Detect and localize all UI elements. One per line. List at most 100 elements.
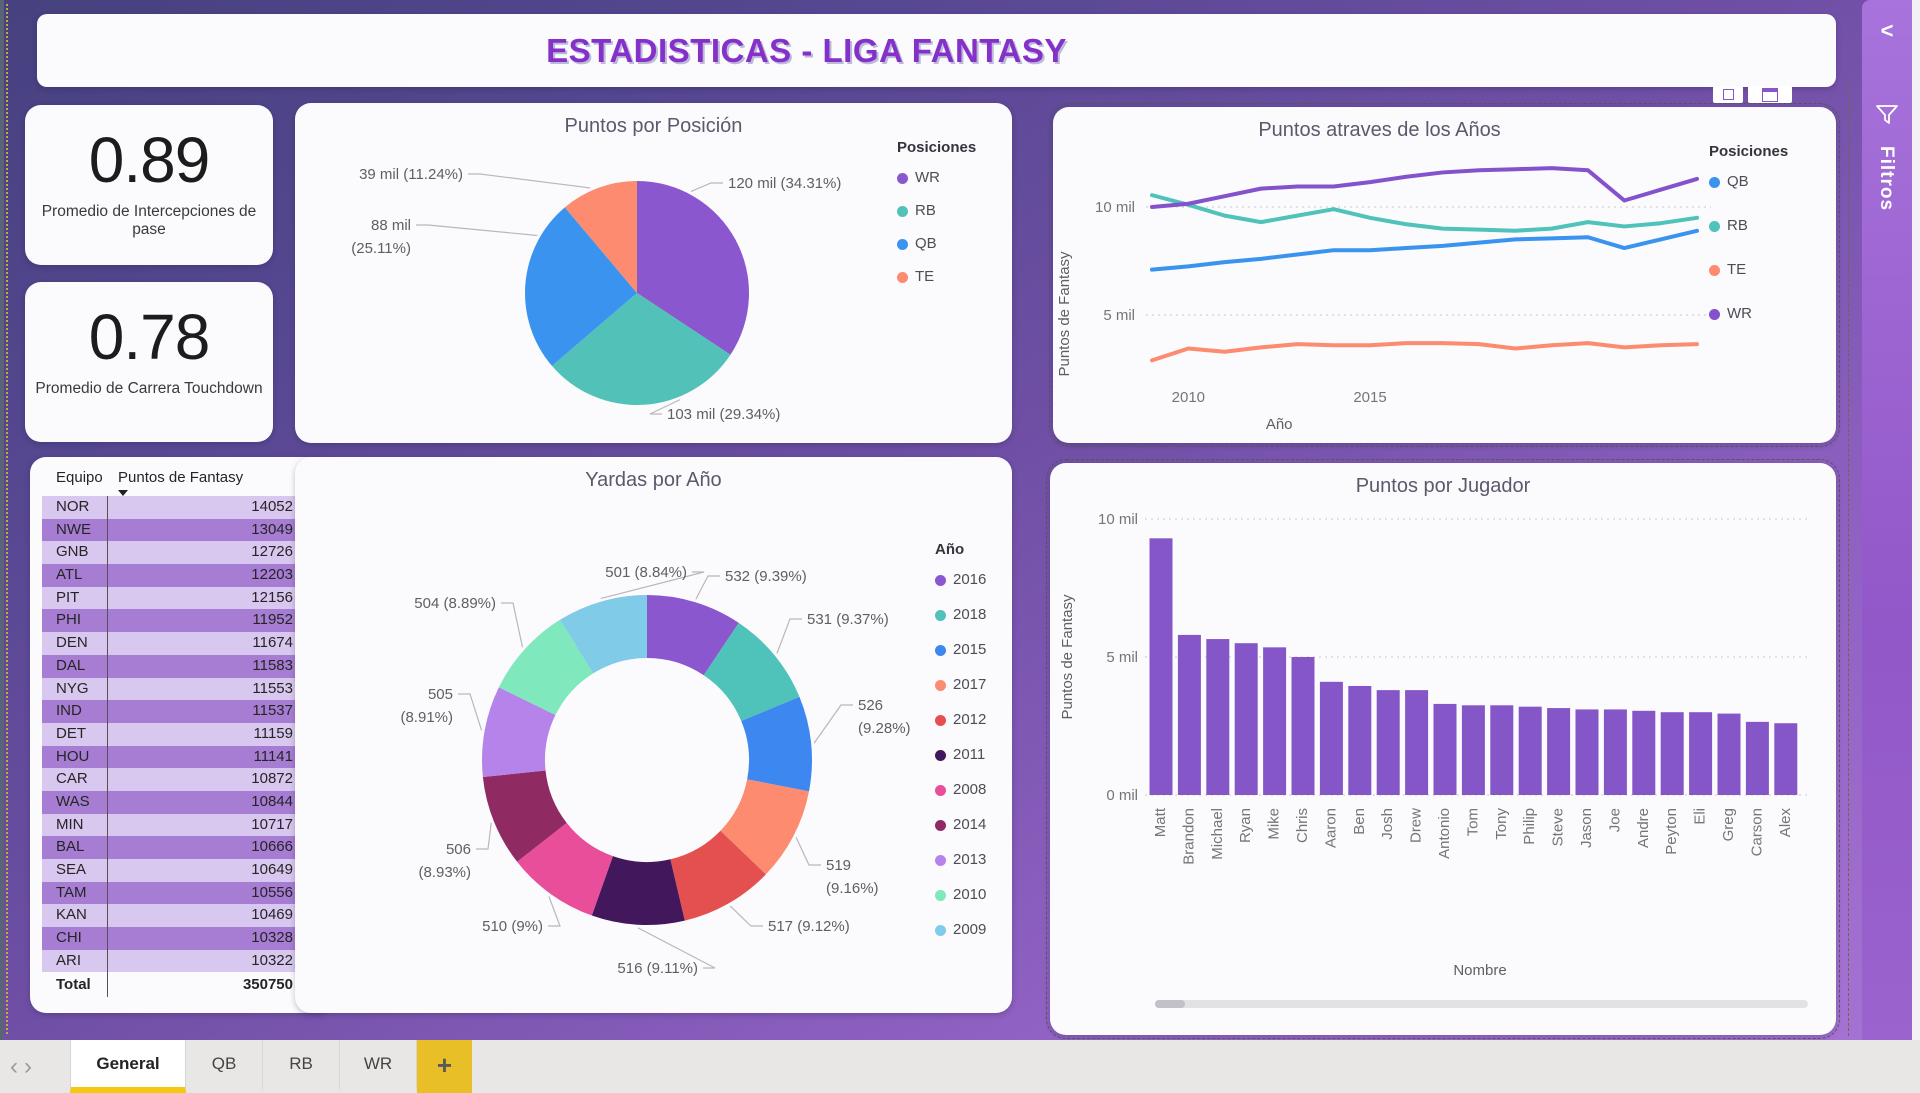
table-row[interactable]: ARI 10322 [42, 949, 307, 973]
slice-2010[interactable] [498, 619, 594, 716]
table-row[interactable]: KAN 10469 [42, 904, 307, 928]
table-row[interactable]: MIN 10717 [42, 813, 307, 837]
slice-2009[interactable] [559, 595, 647, 674]
bar-Michael[interactable] [1206, 639, 1230, 795]
bar-Philip[interactable] [1518, 706, 1542, 795]
bar-Eli[interactable] [1689, 712, 1713, 795]
slice-2014[interactable] [482, 770, 567, 862]
bar-chart-hscrollbar[interactable] [1155, 1000, 1808, 1008]
table-row[interactable]: HOU 11141 [42, 745, 307, 769]
bar-Drew[interactable] [1405, 690, 1429, 795]
slice-2015[interactable] [741, 696, 812, 792]
table-row[interactable]: WAS 10844 [42, 790, 307, 814]
column-header-equipo[interactable]: Equipo [56, 469, 103, 486]
legend-dot-icon [935, 679, 946, 691]
line-series-WR[interactable] [1150, 166, 1699, 209]
column-header-puntos[interactable]: Puntos de Fantasy [108, 469, 307, 496]
slice-2011[interactable] [591, 856, 685, 925]
table-row[interactable]: PIT 12156 [42, 586, 307, 610]
bar-Carson[interactable] [1745, 721, 1769, 795]
slice-TE[interactable] [564, 181, 637, 293]
slice-2013[interactable] [482, 687, 556, 778]
bar-Josh[interactable] [1376, 690, 1400, 795]
visual-header-grid-icon[interactable] [1748, 86, 1792, 103]
bar-Aaron[interactable] [1319, 681, 1343, 795]
slice-QB[interactable] [525, 207, 637, 366]
legend-item-RB[interactable]: RB [1709, 216, 1788, 236]
page-tab-qb[interactable]: QB [186, 1040, 263, 1093]
bar-Tony[interactable] [1490, 705, 1514, 795]
tab-nav-prev-icon[interactable]: ‹ [10, 1053, 18, 1080]
slice-RB[interactable] [551, 293, 731, 405]
table-row[interactable]: SEA 10649 [42, 859, 307, 882]
legend-item-WR[interactable]: WR [897, 168, 976, 188]
legend-item-2017[interactable]: 2017 [935, 675, 986, 695]
legend-item-2012[interactable]: 2012 [935, 710, 986, 730]
legend-item-2010[interactable]: 2010 [935, 885, 986, 905]
bar-Greg[interactable] [1717, 713, 1741, 795]
legend-item-RB[interactable]: RB [897, 201, 976, 221]
table-row[interactable]: TAM 10556 [42, 881, 307, 905]
visual-header-pin-icon[interactable] [1713, 86, 1743, 103]
table-row[interactable]: GNB 12726 [42, 541, 307, 565]
table-row[interactable]: NWE 13049 [42, 518, 307, 542]
line-series-TE[interactable] [1150, 341, 1699, 363]
tab-nav-next-icon[interactable]: › [24, 1053, 32, 1080]
legend-item-QB[interactable]: QB [897, 234, 976, 254]
slice-2008[interactable] [517, 822, 613, 916]
bar-Peyton[interactable] [1660, 712, 1684, 795]
table-row[interactable]: CHI 10328 [42, 927, 307, 950]
bar-Brandon[interactable] [1177, 634, 1201, 795]
legend-item-2011[interactable]: 2011 [935, 745, 986, 765]
page-tab-rb[interactable]: RB [263, 1040, 340, 1093]
legend-item-2009[interactable]: 2009 [935, 920, 986, 940]
add-page-button[interactable]: + [417, 1040, 472, 1093]
table-row[interactable]: NYG 11553 [42, 677, 307, 701]
bar-Steve[interactable] [1547, 708, 1571, 795]
bar-Alex[interactable] [1774, 723, 1798, 795]
bar-Tom[interactable] [1461, 705, 1485, 795]
page-tab-wr[interactable]: WR [340, 1040, 417, 1093]
slice-2018[interactable] [703, 622, 800, 722]
y-axis-title: Puntos de Fantasy [1059, 594, 1076, 720]
legend-item-TE[interactable]: TE [1709, 260, 1788, 280]
legend-item-2018[interactable]: 2018 [935, 605, 986, 625]
collapse-filters-icon[interactable]: < [1880, 18, 1894, 43]
table-row[interactable]: DEN 11674 [42, 632, 307, 655]
line-series-QB[interactable] [1150, 228, 1699, 272]
bar-Joe[interactable] [1603, 709, 1627, 795]
bar-Jason[interactable] [1575, 709, 1599, 795]
table-row[interactable]: DAL 11583 [42, 654, 307, 678]
table-row[interactable]: BAL 10666 [42, 836, 307, 860]
hscrollbar-thumb[interactable] [1155, 1000, 1185, 1008]
slice-2012[interactable] [670, 830, 766, 921]
slice-2017[interactable] [720, 779, 810, 875]
legend-dot-icon [897, 205, 908, 217]
y-tick: 10 mil [1095, 199, 1135, 216]
bar-Antonio[interactable] [1433, 703, 1457, 795]
bar-Ryan[interactable] [1234, 643, 1258, 795]
bar-Chris[interactable] [1291, 657, 1315, 795]
legend-item-2013[interactable]: 2013 [935, 850, 986, 870]
page-tab-general[interactable]: General [70, 1040, 186, 1093]
bar-Matt[interactable] [1149, 538, 1173, 795]
table-row[interactable]: NOR 14052 [42, 496, 307, 519]
bar-Ben[interactable] [1348, 685, 1372, 795]
table-row[interactable]: IND 11537 [42, 700, 307, 723]
table-row[interactable]: ATL 12203 [42, 564, 307, 587]
table-row[interactable]: DET 11159 [42, 722, 307, 746]
bar-Andre[interactable] [1632, 710, 1656, 795]
legend-item-WR[interactable]: WR [1709, 304, 1788, 324]
legend-item-TE[interactable]: TE [897, 267, 976, 287]
legend-item-2014[interactable]: 2014 [935, 815, 986, 835]
legend-item-QB[interactable]: QB [1709, 172, 1788, 192]
line-series-RB[interactable] [1150, 193, 1699, 233]
bar-Mike[interactable] [1263, 647, 1287, 795]
legend-item-2015[interactable]: 2015 [935, 640, 986, 660]
legend-item-2016[interactable]: 2016 [935, 570, 986, 590]
slice-2016[interactable] [647, 595, 739, 676]
legend-item-2008[interactable]: 2008 [935, 780, 986, 800]
table-row[interactable]: PHI 11952 [42, 609, 307, 633]
table-row[interactable]: CAR 10872 [42, 768, 307, 791]
slice-WR[interactable] [637, 181, 749, 355]
